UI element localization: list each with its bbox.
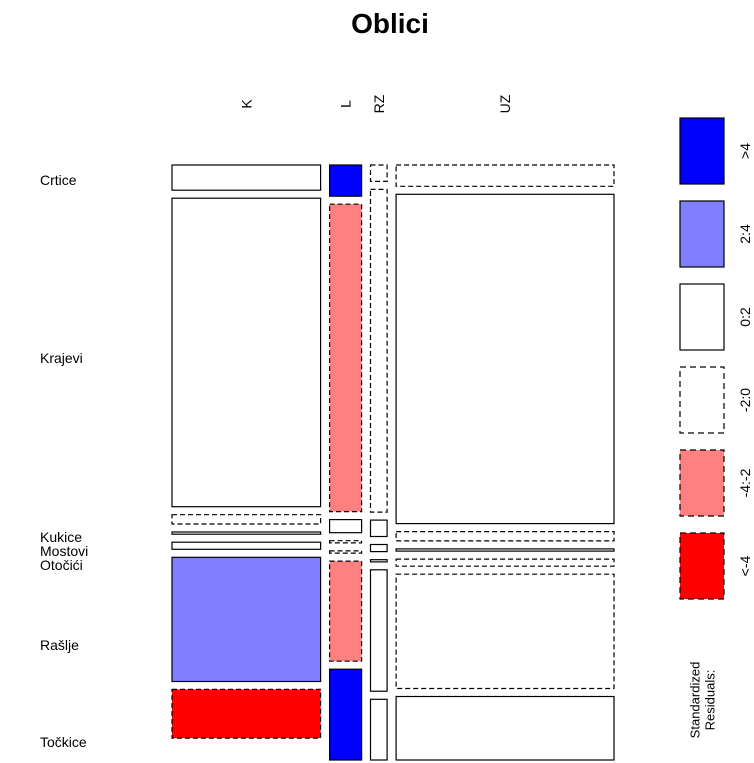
tile-uz-mostovi (395, 548, 615, 552)
col-label-uz: UZ (497, 94, 513, 113)
legend-label-1: 2:4 (737, 224, 753, 244)
row-label-kukice: Kukice (40, 529, 82, 545)
legend-title-line-0: Standardized (688, 662, 703, 739)
tile-uz-kukice (395, 530, 615, 542)
tile-rz-otocici (369, 559, 388, 563)
row-label-raslje: Rašlje (40, 637, 79, 653)
tile-uz-otocici (395, 558, 615, 567)
legend-swatch-4 (679, 449, 725, 517)
tile-k-krajevi (171, 197, 322, 508)
legend-label-5: <-4 (737, 555, 753, 576)
tile-rz-raslje (369, 569, 388, 692)
mosaic-tiles (171, 164, 615, 761)
row-label-mostovi: Mostovi (40, 543, 88, 559)
col-label-k: K (238, 99, 254, 109)
legend-label-2: 0:2 (737, 307, 753, 327)
tile-uz-krajevi (395, 193, 615, 525)
tile-uz-raslje (395, 573, 615, 690)
tile-k-mostovi (171, 531, 322, 535)
legend-swatch-2 (679, 283, 725, 351)
legend-label-4: -4:-2 (737, 468, 753, 497)
legend-swatch-0 (679, 117, 725, 185)
residuals-legend: >4 2:4 0:2 -2:0 -4:-2 <-4 Standardized Residual… (679, 117, 753, 739)
row-label-crtice: Crtice (40, 172, 77, 188)
legend-label-0: >4 (737, 143, 753, 159)
legend-swatch-1 (679, 200, 725, 268)
col-label-rz: RZ (371, 94, 387, 113)
row-label-tockice: Točkice (40, 734, 87, 750)
legend-label-3: -2:0 (737, 388, 753, 412)
chart-title: Oblici (351, 8, 429, 39)
legend-swatch-5 (679, 532, 725, 600)
tile-k-otocici (171, 541, 322, 550)
row-label-krajevi: Krajevi (40, 350, 83, 366)
column-labels: K L RZ UZ (238, 94, 513, 113)
tile-k-crtice (171, 164, 322, 191)
tile-rz-krajevi (369, 188, 388, 513)
tile-l-tockice (329, 668, 363, 761)
tile-rz-tockice (369, 698, 388, 761)
tile-k-kukice (171, 514, 322, 525)
legend-swatch-3 (679, 366, 725, 434)
tile-rz-crtice (369, 164, 388, 182)
tile-l-krajevi (329, 203, 363, 513)
tile-k-raslje (171, 556, 322, 683)
row-label-otocici: Otočići (40, 557, 83, 573)
tile-l-crtice (329, 164, 363, 197)
tile-uz-crtice (395, 164, 615, 187)
legend-title-line-1: Residuals: (703, 670, 718, 731)
tile-rz-kukice (369, 519, 388, 538)
tile-rz-mostovi (369, 543, 388, 553)
tile-k-tockice (171, 688, 322, 739)
tile-l-mostovi (329, 540, 363, 544)
tile-l-raslje (329, 560, 363, 662)
tile-uz-tockice (395, 695, 615, 761)
tile-l-kukice (329, 518, 363, 534)
col-label-l: L (338, 100, 354, 108)
tile-l-otocici (329, 550, 363, 554)
